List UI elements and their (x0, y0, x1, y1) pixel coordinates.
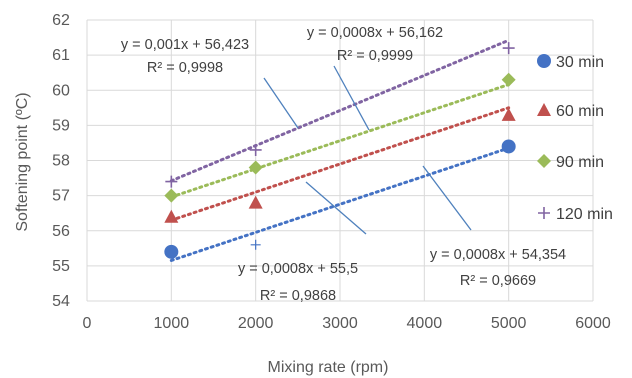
legend-marker-30-min (537, 54, 551, 68)
y-tick-label: 58 (52, 153, 70, 170)
leader-120-min (263, 77, 299, 129)
x-tick-label: 5000 (491, 315, 527, 332)
y-tick-label: 57 (52, 188, 70, 205)
point-90-min (248, 160, 263, 175)
leader-30-min (422, 165, 472, 231)
trend-annotations: y = 0,0008x + 54,354 R² = 0,9669 y = 0,000… (121, 25, 566, 304)
x-tick-label: 1000 (154, 315, 190, 332)
tick-labels: 54 55 56 57 58 59 60 61 62 0 1000 2000 3000 4000 5000 6… (52, 12, 611, 332)
point-120-min (502, 42, 515, 55)
point-60-min (501, 107, 516, 121)
legend-item-90-min: 90 min (537, 154, 604, 171)
data-points (164, 42, 516, 259)
trend-equation-90-min: y = 0,0008x + 56,162 (307, 25, 443, 41)
stray-plus-mark (250, 239, 261, 250)
trend-r2-120-min: R² = 0,9998 (147, 60, 223, 76)
trend-r2-60-min: R² = 0,9868 (260, 288, 336, 304)
x-tick-label: 2000 (238, 315, 274, 332)
legend: 30 min 60 min 90 min 120 min (537, 54, 613, 223)
trendline-90-min (169, 83, 511, 199)
trend-r2-30-min: R² = 0,9669 (460, 273, 536, 289)
y-tick-label: 54 (52, 293, 70, 310)
trend-equation-60-min: y = 0,0008x + 55,5 (238, 261, 358, 277)
x-tick-label: 4000 (407, 315, 443, 332)
legend-marker-120-min (538, 207, 550, 219)
leader-90-min (333, 65, 370, 131)
legend-marker-60-min (537, 103, 551, 116)
trend-r2-90-min: R² = 0,9999 (337, 48, 413, 64)
y-tick-label: 56 (52, 223, 70, 240)
legend-label-90-min: 90 min (556, 154, 604, 171)
point-60-min (248, 195, 263, 209)
point-90-min (164, 188, 179, 203)
trend-equation-120-min: y = 0,001x + 56,423 (121, 37, 249, 53)
legend-item-60-min: 60 min (537, 103, 604, 120)
y-tick-label: 62 (52, 12, 70, 29)
x-tick-label: 3000 (322, 315, 358, 332)
x-tick-label: 6000 (575, 315, 611, 332)
y-tick-label: 61 (52, 47, 70, 64)
leader-lines (263, 65, 472, 235)
point-120-min (249, 143, 262, 156)
legend-label-30-min: 30 min (556, 54, 604, 71)
legend-label-120-min: 120 min (556, 206, 613, 223)
y-tick-label: 59 (52, 117, 70, 134)
y-axis-title: Softening point (ºC) (14, 92, 31, 231)
legend-marker-90-min (537, 154, 551, 168)
leader-60-min (305, 181, 367, 235)
trendline-120-min (169, 38, 511, 183)
trend-equation-30-min: y = 0,0008x + 54,354 (430, 247, 566, 263)
trendline-60-min (169, 106, 511, 222)
point-120-min (165, 175, 178, 188)
legend-item-120-min: 120 min (538, 206, 613, 223)
y-tick-label: 60 (52, 82, 70, 99)
point-30-min (164, 244, 179, 259)
x-tick-label: 0 (83, 315, 92, 332)
legend-label-60-min: 60 min (556, 103, 604, 120)
gridlines (86, 19, 594, 302)
x-axis-title: Mixing rate (rpm) (268, 359, 389, 376)
y-tick-label: 55 (52, 258, 70, 275)
point-90-min (501, 72, 516, 87)
trendlines (169, 38, 511, 262)
point-30-min (501, 139, 516, 154)
point-60-min (164, 209, 179, 223)
legend-item-30-min: 30 min (537, 54, 604, 71)
trendline-30-min (169, 146, 511, 262)
